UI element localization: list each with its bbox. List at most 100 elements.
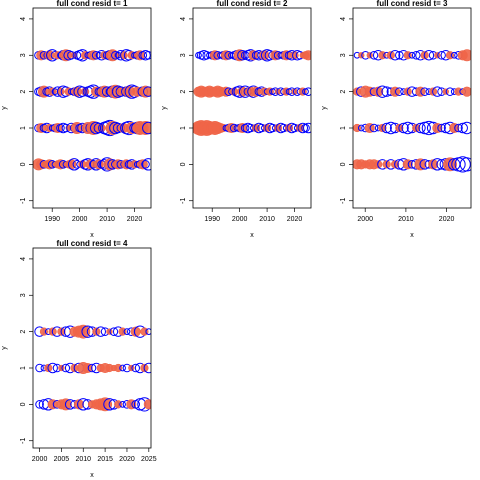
positive-residual-point xyxy=(454,156,471,173)
positive-residual-point xyxy=(140,50,151,61)
positive-residual-point xyxy=(420,87,429,96)
negative-residual-point xyxy=(386,51,395,60)
positive-residual-point xyxy=(145,328,151,335)
y-tick-label: 0 xyxy=(180,162,187,166)
positive-residual-point xyxy=(408,51,416,59)
panel-title: full cond resid t= 1 xyxy=(57,0,128,8)
positive-residual-point xyxy=(119,401,126,408)
panel-title: full cond resid t= 3 xyxy=(377,0,448,8)
negative-residual-point xyxy=(420,51,429,60)
positive-residual-point xyxy=(431,158,444,171)
y-tick-label: 4 xyxy=(20,257,27,261)
positive-residual-point xyxy=(111,50,120,60)
y-axis-label: y xyxy=(321,106,328,110)
positive-residual-point xyxy=(143,50,151,60)
positive-residual-point xyxy=(137,397,151,412)
x-tick-label: 1990 xyxy=(204,216,220,223)
positive-residual-point xyxy=(143,362,151,374)
negative-residual-point xyxy=(414,158,427,171)
positive-residual-point xyxy=(369,50,379,60)
panel-title: full cond resid t= 2 xyxy=(217,0,288,8)
positive-residual-point xyxy=(459,157,471,172)
x-tick-label: 2005 xyxy=(54,456,70,463)
y-tick-label: 2 xyxy=(180,90,187,94)
positive-residual-point xyxy=(61,363,71,373)
y-tick-label: 4 xyxy=(180,17,187,21)
negative-residual-point xyxy=(143,399,151,410)
y-tick-label: 0 xyxy=(340,162,347,166)
x-tick-label: 2010 xyxy=(398,216,414,223)
y-axis-label: y xyxy=(161,106,168,110)
negative-residual-point xyxy=(138,121,151,135)
point-layer xyxy=(353,49,471,173)
x-tick-label: 1990 xyxy=(44,216,60,223)
y-tick-label: 3 xyxy=(340,53,347,57)
y-axis-label: y xyxy=(1,346,8,350)
positive-residual-point xyxy=(35,400,44,409)
negative-residual-point xyxy=(429,87,438,96)
y-tick-label: 2 xyxy=(20,90,27,94)
negative-residual-point xyxy=(428,159,439,170)
negative-residual-point xyxy=(412,123,421,133)
positive-residual-point xyxy=(35,363,44,373)
positive-residual-point xyxy=(460,121,471,135)
negative-residual-point xyxy=(128,364,135,372)
positive-residual-point xyxy=(384,121,398,135)
negative-residual-point xyxy=(82,362,93,374)
positive-residual-point xyxy=(395,87,404,96)
negative-residual-point xyxy=(98,397,113,412)
negative-residual-point xyxy=(126,399,137,410)
y-tick-label: -1 xyxy=(20,198,27,204)
x-tick-label: 2000 xyxy=(32,456,48,463)
negative-residual-point xyxy=(88,50,99,61)
y-tick-label: 1 xyxy=(180,126,187,130)
positive-residual-point xyxy=(411,50,421,60)
plot-frame xyxy=(192,7,312,209)
positive-residual-point xyxy=(303,87,311,96)
point-layer xyxy=(34,324,151,412)
positive-residual-point xyxy=(437,50,446,60)
positive-residual-point xyxy=(398,122,409,134)
x-tick-label: 2025 xyxy=(141,456,157,463)
positive-residual-point xyxy=(237,50,248,61)
x-tick-label: 2010 xyxy=(75,456,91,463)
positive-residual-point xyxy=(47,362,58,374)
positive-residual-point xyxy=(369,123,379,133)
positive-residual-point xyxy=(457,122,468,134)
positive-residual-point xyxy=(376,85,389,98)
negative-residual-point xyxy=(378,123,387,133)
point-layer xyxy=(193,49,311,136)
y-tick-label: 3 xyxy=(20,53,27,57)
positive-residual-point xyxy=(389,50,401,61)
y-tick-label: 0 xyxy=(20,162,27,166)
x-tick-label: 2010 xyxy=(259,216,275,223)
x-tick-label: 2010 xyxy=(99,216,115,223)
positive-residual-point xyxy=(454,123,463,133)
positive-residual-point xyxy=(91,50,101,60)
panel-3: 2000 2010 2020 -1 0 1 2 3 4 x y full cond resid t= … xyxy=(321,0,472,239)
plot-frame xyxy=(32,247,152,449)
positive-residual-point xyxy=(415,122,426,134)
negative-residual-point xyxy=(374,160,383,169)
negative-residual-point xyxy=(76,324,91,339)
negative-residual-point xyxy=(373,86,384,97)
positive-residual-point xyxy=(123,328,131,335)
y-tick-label: 4 xyxy=(20,17,27,21)
positive-residual-point xyxy=(437,123,446,133)
panel-1: 1990 2000 2010 2020 -1 0 1 2 3 4 x y full cond resid… xyxy=(1,0,152,239)
x-tick-label: 2020 xyxy=(439,216,455,223)
positive-residual-point xyxy=(450,51,458,59)
negative-residual-point xyxy=(58,364,65,372)
positive-residual-point xyxy=(401,121,414,135)
x-tick-label: 2000 xyxy=(72,216,88,223)
x-axis-label: x xyxy=(410,232,414,239)
plot-frame xyxy=(352,7,472,209)
positive-residual-point xyxy=(142,158,151,171)
y-tick-label: 0 xyxy=(20,402,27,406)
panel-2: 1990 2000 2010 2020 -1 0 1 2 3 4 x y full cond resid… xyxy=(161,0,312,239)
negative-residual-point xyxy=(403,87,412,96)
y-tick-label: 3 xyxy=(20,293,27,297)
x-tick-label: 2020 xyxy=(287,216,303,223)
panel-4: 2000 2005 2010 2015 2020 2025 -1 0 1 2 3 4 x y full co… xyxy=(1,239,157,479)
